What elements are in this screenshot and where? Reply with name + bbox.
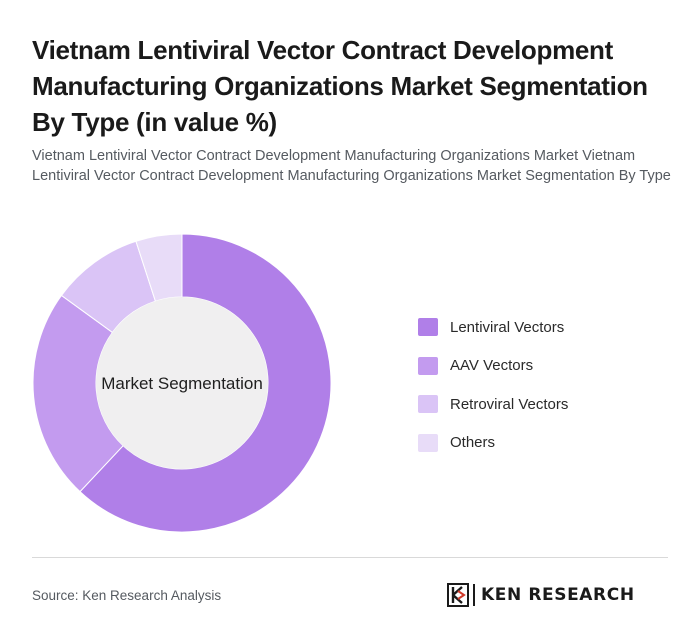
donut-slice-lentiviral-vectors	[79, 233, 332, 533]
chart-subtitle: Vietnam Lentiviral Vector Contract Devel…	[32, 148, 671, 184]
legend-item: Lentiviral Vectors	[418, 316, 568, 338]
chart-legend: Lentiviral Vectors AAV Vectors Retroviral …	[418, 316, 568, 470]
chart-area: Market Segmentation	[0, 220, 700, 550]
donut-center-label: Market Segmentation	[101, 374, 263, 393]
ken-research-logo-icon	[447, 583, 469, 607]
legend-swatch	[418, 433, 438, 452]
donut-chart: Market Segmentation	[32, 233, 332, 533]
donut-slices	[32, 233, 332, 533]
legend-swatch	[418, 395, 438, 413]
legend-item: AAV Vectors	[418, 355, 568, 377]
legend-item: Retroviral Vectors	[418, 393, 568, 415]
legend-label: Lentiviral Vectors	[450, 318, 565, 336]
legend-swatch	[418, 356, 438, 375]
source-note: Source: Ken Research Analysis	[32, 588, 222, 603]
legend-item: Others	[418, 432, 568, 454]
footer-divider	[32, 557, 668, 558]
logo-wordmark: KEN RESEARCH	[481, 585, 635, 605]
legend-label: Retroviral Vectors	[450, 395, 569, 413]
donut-center	[96, 297, 268, 469]
ken-research-logo: KEN RESEARCH	[447, 582, 635, 608]
chart-title: Vietnam Lentiviral Vector Contract Devel…	[32, 35, 648, 137]
legend-swatch	[418, 318, 438, 336]
legend-label: AAV Vectors	[450, 357, 534, 374]
legend-label: Others	[450, 434, 496, 451]
logo-separator	[473, 584, 475, 606]
